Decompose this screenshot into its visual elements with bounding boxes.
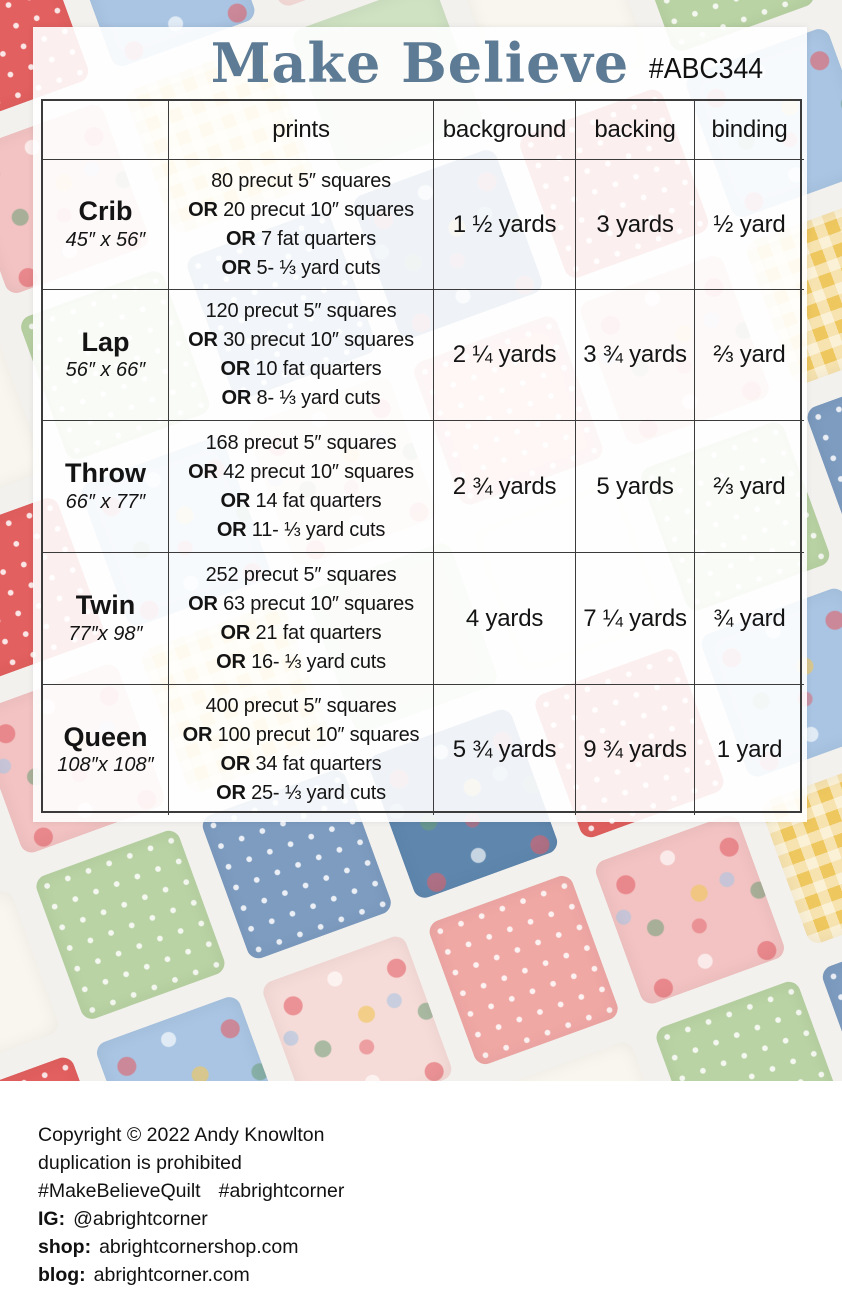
background-yardage: 5 ¾ yards xyxy=(434,685,576,815)
copyright-line: Copyright © 2022 Andy Knowlton xyxy=(38,1124,325,1146)
size-name: Lap xyxy=(81,326,130,357)
shop-label: shop: xyxy=(38,1236,92,1258)
column-header-prints: prints xyxy=(169,101,434,160)
hashtag-quilt: #MakeBelieveQuilt xyxy=(38,1180,201,1202)
size-dimensions: 66″ x 77″ xyxy=(65,490,146,513)
size-cell-crib: Crib 45″ x 56″ xyxy=(43,160,169,290)
prints-line: 252 precut 5″ squares xyxy=(205,563,397,586)
binding-yardage: ⅔ yard xyxy=(695,421,804,553)
binding-yardage: ½ yard xyxy=(695,160,804,290)
background-yardage: 2 ¾ yards xyxy=(434,421,576,553)
prints-cell: 168 precut 5″ squares OR 42 precut 10″ s… xyxy=(169,421,434,553)
prints-line: 80 precut 5″ squares xyxy=(211,169,391,192)
background-yardage: 2 ¼ yards xyxy=(434,290,576,421)
prints-cell: 120 precut 5″ squares OR 30 precut 10″ s… xyxy=(169,290,434,421)
fabric-requirements-table: prints background backing binding Crib 4… xyxy=(41,99,804,815)
prints-cell: 252 precut 5″ squares OR 63 precut 10″ s… xyxy=(169,553,434,685)
or-label: OR xyxy=(220,753,251,775)
or-label: OR xyxy=(216,782,246,804)
column-header-background: background xyxy=(434,101,576,160)
prints-line: OR 16- ⅓ yard cuts xyxy=(216,650,386,673)
pattern-number: #ABC344 xyxy=(648,53,763,85)
size-cell-throw: Throw 66″ x 77″ xyxy=(43,421,169,553)
size-dimensions: 108″x 108″ xyxy=(57,754,154,777)
or-label: OR xyxy=(216,650,246,673)
backing-yardage: 9 ¾ yards xyxy=(576,685,695,815)
column-header-backing: backing xyxy=(576,101,695,160)
quilt-patch-green-polka xyxy=(33,827,228,1023)
ig-label: IG: xyxy=(38,1208,66,1230)
quilt-patch-pink-floral xyxy=(592,812,788,1007)
column-header-size xyxy=(43,101,169,160)
background-yardage: 1 ½ yards xyxy=(434,160,576,290)
prints-line: OR 42 precut 10″ squares xyxy=(188,460,414,483)
prints-line: OR 14 fat quarters xyxy=(220,489,382,512)
size-cell-queen: Queen 108″x 108″ xyxy=(43,685,169,815)
prints-line: OR 21 fat quarters xyxy=(220,621,382,644)
ig-handle: @abrightcorner xyxy=(73,1208,208,1230)
blog-url: abrightcorner.com xyxy=(93,1264,250,1286)
duplication-line: duplication is prohibited xyxy=(38,1152,242,1174)
prints-cell: 400 precut 5″ squares OR 100 precut 10″ … xyxy=(169,685,434,815)
backing-yardage: 3 ¾ yards xyxy=(576,290,695,421)
or-label: OR xyxy=(221,387,252,409)
or-label: OR xyxy=(220,621,251,644)
size-dimensions: 77″x 98″ xyxy=(68,622,143,645)
prints-line: OR 5- ⅓ yard cuts xyxy=(221,256,381,279)
prints-line: OR 8- ⅓ yard cuts xyxy=(221,387,381,409)
shop-line: shop: abrightcornershop.com xyxy=(38,1233,842,1261)
or-label: OR xyxy=(188,329,218,351)
prints-line: OR 20 precut 10″ squares xyxy=(188,198,414,221)
hashtags-line: #MakeBelieveQuilt #abrightcorner xyxy=(38,1177,842,1205)
prints-line: 120 precut 5″ squares xyxy=(205,300,397,322)
hashtag-corner: #abrightcorner xyxy=(218,1180,345,1202)
or-label: OR xyxy=(188,592,218,615)
size-name: Twin xyxy=(75,590,136,621)
prints-line: OR 100 precut 10″ squares xyxy=(182,724,420,746)
backing-yardage: 7 ¼ yards xyxy=(576,553,695,685)
quilt-patch-salmon-dot xyxy=(426,872,622,1068)
shop-url: abrightcornershop.com xyxy=(99,1236,299,1258)
backing-yardage: 5 yards xyxy=(576,421,695,553)
binding-yardage: ¾ yard xyxy=(695,553,804,685)
column-header-binding: binding xyxy=(695,101,804,160)
prints-cell: 80 precut 5″ squares OR 20 precut 10″ sq… xyxy=(169,160,434,290)
prints-line: OR 7 fat quarters xyxy=(225,227,376,250)
prints-line: OR 30 precut 10″ squares xyxy=(188,329,414,351)
size-dimensions: 56″ x 66″ xyxy=(65,359,146,382)
size-name: Crib xyxy=(78,196,133,227)
page-title: Make Believe xyxy=(210,31,630,95)
background-yardage: 4 yards xyxy=(434,553,576,685)
quilt-patch-blush-floral xyxy=(259,933,455,1083)
prints-line: OR 10 fat quarters xyxy=(220,358,382,380)
or-label: OR xyxy=(221,256,252,279)
size-cell-lap: Lap 56″ x 66″ xyxy=(43,290,169,421)
size-cell-twin: Twin 77″x 98″ xyxy=(43,553,169,685)
prints-line: OR 63 precut 10″ squares xyxy=(188,592,414,615)
or-label: OR xyxy=(220,358,251,380)
prints-line: OR 34 fat quarters xyxy=(220,753,382,775)
size-name: Throw xyxy=(65,458,146,489)
or-label: OR xyxy=(216,518,247,541)
binding-yardage: ⅔ yard xyxy=(695,290,804,421)
prints-line: OR 11- ⅓ yard cuts xyxy=(216,518,386,541)
footer: Copyright © 2022 Andy Knowlton duplicati… xyxy=(0,1081,842,1300)
or-label: OR xyxy=(188,460,218,483)
prints-line: 400 precut 5″ squares xyxy=(205,695,397,717)
blog-line: blog: abrightcorner.com xyxy=(38,1261,842,1289)
prints-line: 168 precut 5″ squares xyxy=(205,431,397,454)
backing-yardage: 3 yards xyxy=(576,160,695,290)
size-name: Queen xyxy=(63,721,148,752)
or-label: OR xyxy=(225,227,256,250)
or-label: OR xyxy=(182,724,213,746)
size-dimensions: 45″ x 56″ xyxy=(65,228,146,251)
quilt-patch-green-polka xyxy=(653,978,842,1083)
prints-line: OR 25- ⅓ yard cuts xyxy=(216,782,386,804)
binding-yardage: 1 yard xyxy=(716,736,783,763)
or-label: OR xyxy=(220,489,251,512)
or-label: OR xyxy=(188,198,218,221)
blog-label: blog: xyxy=(38,1264,86,1286)
ig-line: IG: @abrightcorner xyxy=(38,1205,842,1233)
